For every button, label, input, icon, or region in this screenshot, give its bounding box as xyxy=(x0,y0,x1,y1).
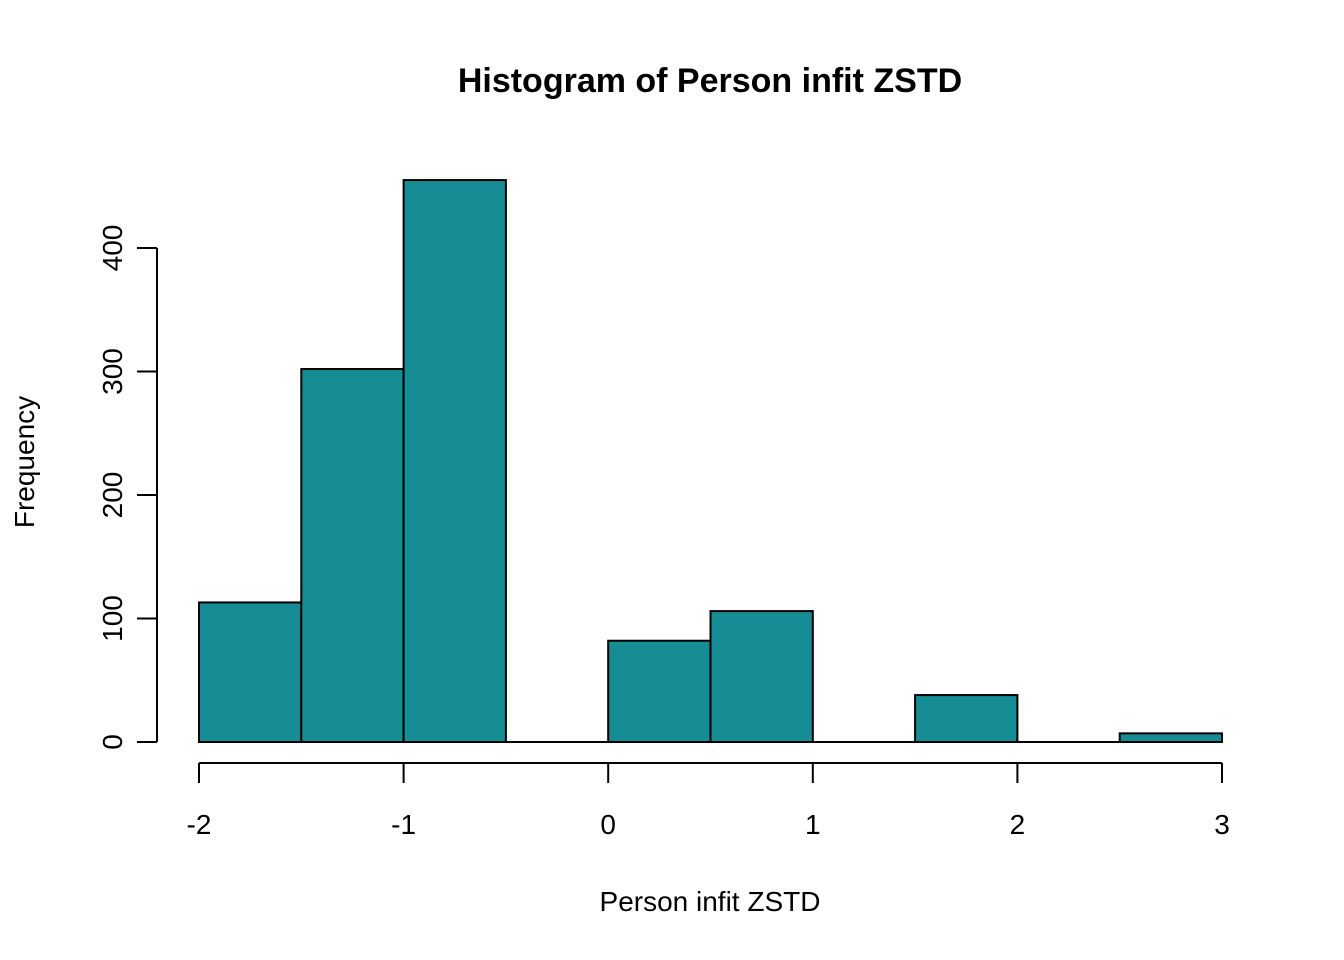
histogram-bar xyxy=(607,639,712,743)
x-tick-label: -1 xyxy=(391,809,416,840)
y-tick-label: 400 xyxy=(97,225,128,272)
y-tick-label: 100 xyxy=(97,595,128,642)
x-tick-label: 3 xyxy=(1214,809,1230,840)
y-axis-label: Frequency xyxy=(9,396,40,528)
histogram-bar xyxy=(198,601,303,743)
histogram-bar xyxy=(402,179,507,743)
x-axis-label: Person infit ZSTD xyxy=(600,886,821,917)
y-axis: 0 100 200 300 400 xyxy=(97,225,158,750)
x-tick-label: -2 xyxy=(187,809,212,840)
x-axis: -2 -1 0 1 2 3 xyxy=(187,762,1230,840)
histogram-bar xyxy=(1118,732,1223,743)
histogram-bar xyxy=(914,694,1019,744)
bars-group xyxy=(198,179,1223,744)
histogram-bar xyxy=(300,368,405,743)
x-tick-label: 0 xyxy=(600,809,616,840)
x-tick-label: 1 xyxy=(805,809,821,840)
y-tick-label: 0 xyxy=(97,734,128,750)
x-tick-label: 2 xyxy=(1010,809,1026,840)
y-tick-label: 200 xyxy=(97,472,128,519)
chart-title: Histogram of Person infit ZSTD xyxy=(458,62,962,100)
histogram-bar xyxy=(709,610,814,744)
y-tick-label: 300 xyxy=(97,348,128,395)
